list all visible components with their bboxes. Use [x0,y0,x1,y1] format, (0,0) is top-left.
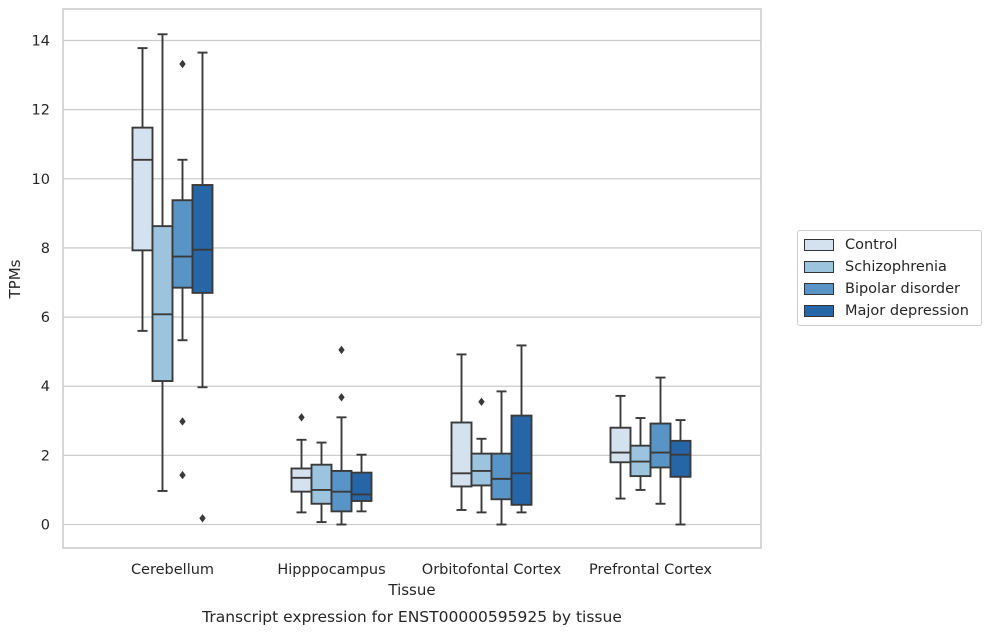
box-iqr [470,452,493,487]
box-iqr [450,421,473,488]
box-cerebellum-schizophrenia [151,33,174,492]
box-iqr [649,422,672,469]
plot-frame [62,8,762,549]
legend-item-control: Control [804,235,897,255]
outlier-point [298,413,305,422]
legend-label-schizophrenia: Schizophrenia [845,259,947,275]
box-iqr [669,439,692,478]
box-cerebellum-control [131,47,154,332]
legend-item-bipolar-disorder: Bipolar disorder [804,279,960,299]
y-tick-label-6: 6 [41,310,50,326]
box-iqr [490,452,513,501]
outlier-point [179,417,186,426]
legend-swatch-control [804,239,834,251]
legend-item-schizophrenia: Schizophrenia [804,257,947,277]
box-layer [131,33,692,526]
box-iqr [310,463,333,505]
legend-swatch-bipolar-disorder [804,283,834,295]
legend-item-major-depression: Major depression [804,301,969,321]
box-iqr [171,199,194,289]
box-prefrontal-cortex-schizophrenia [629,417,652,491]
box-iqr [609,426,632,464]
chart-caption: Transcript expression for ENST0000059592… [201,608,622,626]
box-hipppocampus-schizophrenia [310,441,333,524]
outlier-point [478,397,485,406]
box-iqr [151,225,174,382]
box-hipppocampus-major-depression [350,453,373,513]
x-tick-labels: Cerebellum Hipppocampus Orbitofontal Corte… [131,562,712,578]
box-iqr [131,126,154,252]
box-prefrontal-cortex-major-depression [669,419,692,526]
y-tick-label-8: 8 [41,241,50,257]
legend-swatch-major-depression [804,305,834,317]
box-iqr [290,467,313,493]
x-tick-label-cerebellum: Cerebellum [131,562,214,578]
box-iqr [191,184,214,294]
box-orbitofontal-cortex-bipolar-disorder [490,390,513,526]
y-tick-label-0: 0 [41,518,50,534]
grid-lines [63,39,761,526]
y-axis-label: TPMs [6,259,24,299]
box-orbitofontal-cortex-major-depression [510,344,533,514]
outlier-point [338,393,345,402]
box-hipppocampus-control [290,413,313,514]
y-tick-labels: 0 2 4 6 8 10 12 14 [32,34,50,534]
legend: Control Schizophrenia Bipolar disorder M… [797,230,982,326]
x-axis-label: Tissue [387,581,435,599]
box-iqr [350,471,373,502]
box-hipppocampus-bipolar-disorder [330,345,353,526]
box-cerebellum-major-depression [191,51,214,523]
legend-label-bipolar-disorder: Bipolar disorder [845,281,960,297]
outlier-point [179,59,186,69]
legend-label-control: Control [845,237,898,253]
outlier-point [179,470,186,480]
x-tick-label-hipppocampus: Hipppocampus [277,562,385,578]
box-cerebellum-bipolar-disorder [171,59,194,480]
y-tick-label-2: 2 [41,448,50,464]
y-tick-label-10: 10 [32,172,50,188]
y-tick-label-14: 14 [32,34,50,50]
x-tick-label-orbitofontal-cortex: Orbitofontal Cortex [422,562,562,578]
box-orbitofontal-cortex-schizophrenia [470,397,493,514]
box-iqr [510,414,533,506]
legend-swatch-schizophrenia [804,261,834,273]
legend-label-major-depression: Major depression [845,303,969,319]
y-tick-label-12: 12 [32,103,50,119]
outlier-point [199,514,206,523]
outlier-point [338,345,345,355]
y-tick-label-4: 4 [41,379,50,395]
x-tick-label-prefrontal-cortex: Prefrontal Cortex [589,562,712,578]
